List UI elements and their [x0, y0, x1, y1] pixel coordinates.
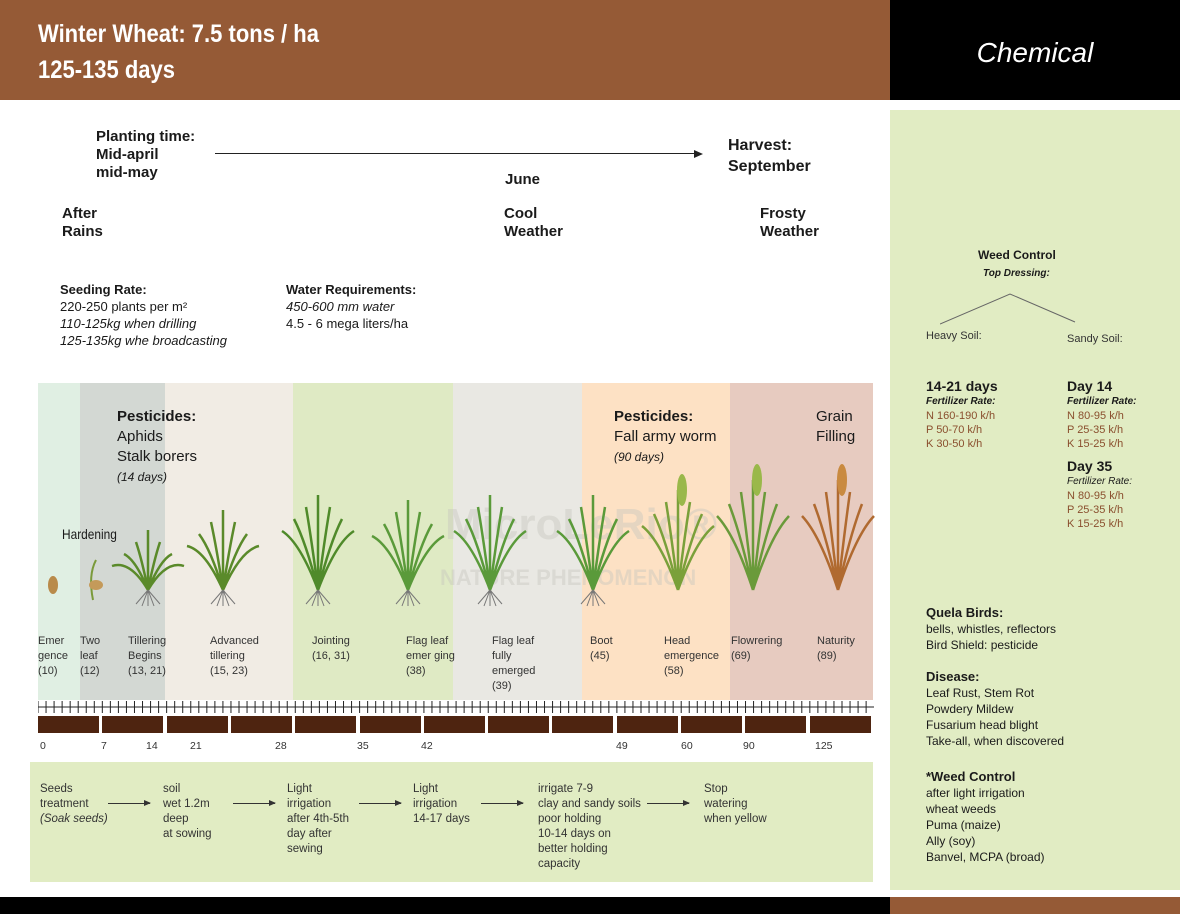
chemical-panel — [890, 110, 1180, 890]
footer-accent — [890, 897, 1180, 914]
weed-control-title: Weed Control — [978, 248, 1056, 262]
band-emergence — [38, 383, 80, 700]
irrigation-step: Stop watering when yellow — [704, 783, 767, 825]
stage-label: Head emergence (58) — [664, 635, 720, 677]
band-jointing — [293, 383, 453, 700]
stage-label: Flowrering (69) — [731, 635, 783, 662]
stage-label: Two leaf (12) — [80, 635, 101, 677]
arrow-icon — [359, 800, 402, 806]
sandy-soil-rates: Day 14 Fertilizer Rate: N 80-95 k/h P 25-3… — [1067, 378, 1137, 530]
ruler-segment — [488, 716, 550, 733]
footer-bar — [0, 897, 890, 914]
irrigation-step: irrigate 7-9 clay and sandy soils poor h… — [538, 783, 641, 870]
wheat-plant-icon — [556, 495, 630, 607]
day-tick-label: 60 — [681, 740, 693, 752]
stage-label: Advanced tillering (15, 23) — [210, 635, 259, 677]
disease: Disease: Leaf Rust, Stem Rot Powdery Milde… — [926, 669, 1065, 748]
day-tick-label: 35 — [357, 740, 369, 752]
day-tick-label: 42 — [421, 740, 433, 752]
quela-birds: Quela Birds: bells, whistles, reflectors B… — [926, 605, 1057, 652]
irrigation-step: Light irrigation 14-17 days — [413, 783, 470, 825]
irrigation-step: soil wet 1.2m deep at sowing — [163, 783, 212, 840]
plant-illustrations — [48, 464, 875, 607]
title: Winter Wheat: 7.5 tons / ha — [38, 20, 319, 48]
header-bar: Winter Wheat: 7.5 tons / ha 125-135 days — [0, 0, 890, 100]
day-tick-label: 28 — [275, 740, 287, 752]
day-tick-label: 21 — [190, 740, 202, 752]
watermark-tagline: NATURE PHENOMENON — [440, 565, 697, 590]
ruler-segment — [38, 716, 99, 733]
stage-label: Flag leaf fully emerged (39) — [492, 635, 536, 692]
harvest: Harvest: September — [728, 137, 811, 175]
seeding-rate: Seeding Rate: 220-250 plants per m² 110-12… — [60, 282, 227, 348]
day-tick-label: 0 — [40, 740, 46, 752]
day-tick-label: 14 — [146, 740, 158, 752]
heavy-soil: Heavy Soil: — [926, 330, 982, 342]
tick-ruler — [38, 701, 874, 713]
band-two-leaf — [80, 383, 165, 700]
ruler-segment — [166, 716, 228, 733]
wheat-plant-icon — [186, 510, 260, 607]
arrow-icon — [481, 800, 524, 806]
condition-after-rains: After Rains — [62, 205, 103, 240]
stage-label: Boot (45) — [590, 635, 613, 662]
stage-label: Flag leaf emer ging (38) — [406, 635, 455, 677]
grain-filling: Grain Filling — [816, 408, 856, 445]
day-tick-label: 7 — [101, 740, 107, 752]
stage-label: Emer gence (10) — [38, 635, 68, 677]
pesticides-armyworm: Pesticides: Fall army worm (90 days) — [614, 408, 717, 464]
ruler-segment — [295, 716, 357, 733]
wheat-plant-icon — [111, 530, 185, 607]
sandy-soil: Sandy Soil: — [1067, 333, 1123, 345]
ruler-segment — [359, 716, 421, 733]
day-tick-label: 49 — [616, 740, 628, 752]
sprout-icon — [89, 559, 103, 601]
june: June — [505, 171, 541, 188]
ruler-segment — [745, 716, 807, 733]
condition-frosty: Frosty Weather — [760, 205, 819, 240]
planting-time: Planting time: Mid-april mid-may — [96, 128, 196, 181]
irrigation-panel — [30, 762, 873, 882]
arrow-icon — [233, 800, 276, 806]
stage-label: Tillering Begins (13, 21) — [128, 635, 167, 677]
wheat-plant-icon — [281, 495, 355, 607]
day-tick-label: 125 — [815, 740, 833, 752]
ruler-segment — [616, 716, 678, 733]
ruler-segment — [102, 716, 164, 733]
panel-title: Chemical — [890, 0, 1180, 100]
irrigation-step: Light irrigation after 4th-5th day after… — [287, 783, 350, 855]
duration: 125-135 days — [38, 56, 176, 84]
soak-seeds-note: (Soak seeds) — [40, 813, 108, 825]
condition-cool: Cool Weather — [504, 205, 563, 240]
ruler-segment — [552, 716, 614, 733]
ruler-segment — [681, 716, 742, 733]
seed-icon — [48, 576, 58, 594]
band-tillering — [165, 383, 293, 700]
ruler-segment — [809, 716, 871, 733]
wheat-plant-icon — [716, 464, 790, 591]
timeline-arrow — [215, 153, 695, 154]
irrigation-step: Seeds treatment — [40, 783, 89, 810]
arrow-icon — [108, 800, 151, 806]
ruler-segment — [423, 716, 485, 733]
heavy-soil-rates: 14-21 days Fertilizer Rate: N 160-190 k/h… — [926, 378, 998, 450]
wheat-plant-icon — [801, 464, 875, 591]
stage-label: Naturity (89) — [817, 635, 855, 662]
arrow-icon — [647, 800, 690, 806]
stage-label: Jointing (16, 31) — [312, 635, 350, 662]
top-dressing: Top Dressing: — [983, 268, 1050, 279]
wheat-plant-icon — [453, 495, 527, 607]
pesticides-aphids: Pesticides: Aphids Stalk borers (14 days) — [117, 408, 198, 484]
wheat-plant-icon — [641, 474, 715, 591]
weed-control-2: *Weed Control after light irrigation wheat… — [926, 769, 1045, 864]
hardening-label: Hardening — [62, 526, 117, 542]
ruler-segment — [230, 716, 292, 733]
wheat-plant-icon — [371, 500, 445, 607]
day-tick-label: 90 — [743, 740, 755, 752]
arrow-head-icon — [694, 150, 703, 158]
water-requirements: Water Requirements: 450-600 mm water 4.5 -… — [286, 282, 417, 331]
branch-lines — [940, 293, 1076, 325]
